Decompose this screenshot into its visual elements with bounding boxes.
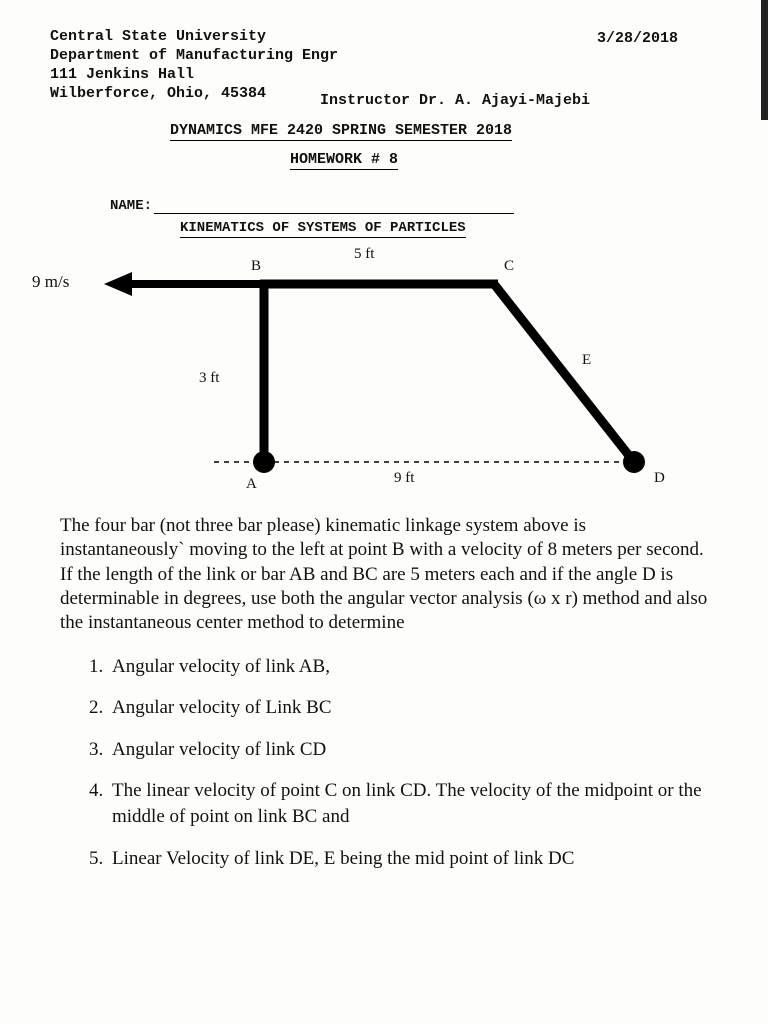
course-title: DYNAMICS MFE 2420 SPRING SEMESTER 2018 (170, 122, 512, 141)
name-row: NAME: (110, 198, 718, 214)
dim-ad: 9 ft (394, 470, 414, 487)
dim-ab: 3 ft (199, 370, 219, 387)
name-label: NAME: (110, 198, 152, 214)
question-2: Angular velocity of Link BC (108, 695, 708, 721)
department-line: Department of Manufacturing Engr (50, 47, 718, 66)
city-line: Wilberforce, Ohio, 45384 (50, 85, 266, 104)
page: 3/28/2018 Central State University Depar… (0, 0, 768, 1024)
homework-title: HOMEWORK # 8 (290, 151, 398, 170)
section-title: KINEMATICS OF SYSTEMS OF PARTICLES (180, 220, 466, 238)
label-a: A (246, 476, 257, 493)
question-list: Angular velocity of link AB, Angular vel… (80, 654, 708, 872)
velocity-label: 9 m/s (32, 272, 69, 292)
label-b: B (251, 258, 261, 275)
building-line: 111 Jenkins Hall (50, 66, 718, 85)
label-e: E (582, 352, 591, 369)
label-c: C (504, 258, 514, 275)
date: 3/28/2018 (597, 30, 678, 47)
question-1: Angular velocity of link AB, (108, 654, 708, 680)
problem-statement: The four bar (not three bar please) kine… (60, 514, 708, 636)
question-5: Linear Velocity of link DE, E being the … (108, 846, 708, 872)
linkage-diagram: 9 m/s 5 ft 3 ft 9 ft B C E A D (54, 242, 714, 502)
diagram-svg (54, 242, 714, 502)
question-4: The linear velocity of point C on link C… (108, 778, 708, 829)
dim-bc: 5 ft (354, 246, 374, 263)
label-d: D (654, 470, 665, 487)
scan-edge-artifact (761, 0, 768, 120)
question-3: Angular velocity of link CD (108, 737, 708, 763)
instructor-line: Instructor Dr. A. Ajayi-Majebi (320, 92, 590, 109)
